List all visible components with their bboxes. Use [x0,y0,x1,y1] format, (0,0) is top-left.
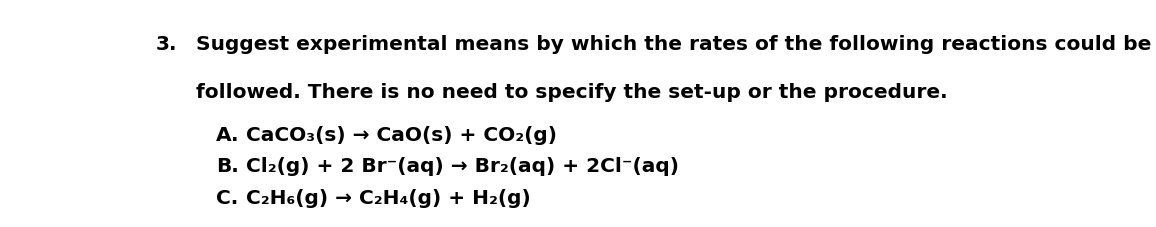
Text: followed. There is no need to specify the set-up or the procedure.: followed. There is no need to specify th… [197,82,948,101]
Text: B.: B. [216,156,239,175]
Text: Suggest experimental means by which the rates of the following reactions could b: Suggest experimental means by which the … [197,35,1151,54]
Text: Cl₂(g) + 2 Br⁻(aq) → Br₂(aq) + 2Cl⁻(aq): Cl₂(g) + 2 Br⁻(aq) → Br₂(aq) + 2Cl⁻(aq) [246,156,679,175]
Text: 3.: 3. [155,35,177,54]
Text: C.: C. [216,188,238,207]
Text: CaCO₃(s) → CaO(s) + CO₂(g): CaCO₃(s) → CaO(s) + CO₂(g) [246,125,557,144]
Text: C₂H₆(g) → C₂H₄(g) + H₂(g): C₂H₆(g) → C₂H₄(g) + H₂(g) [246,188,531,207]
Text: A.: A. [216,125,239,144]
